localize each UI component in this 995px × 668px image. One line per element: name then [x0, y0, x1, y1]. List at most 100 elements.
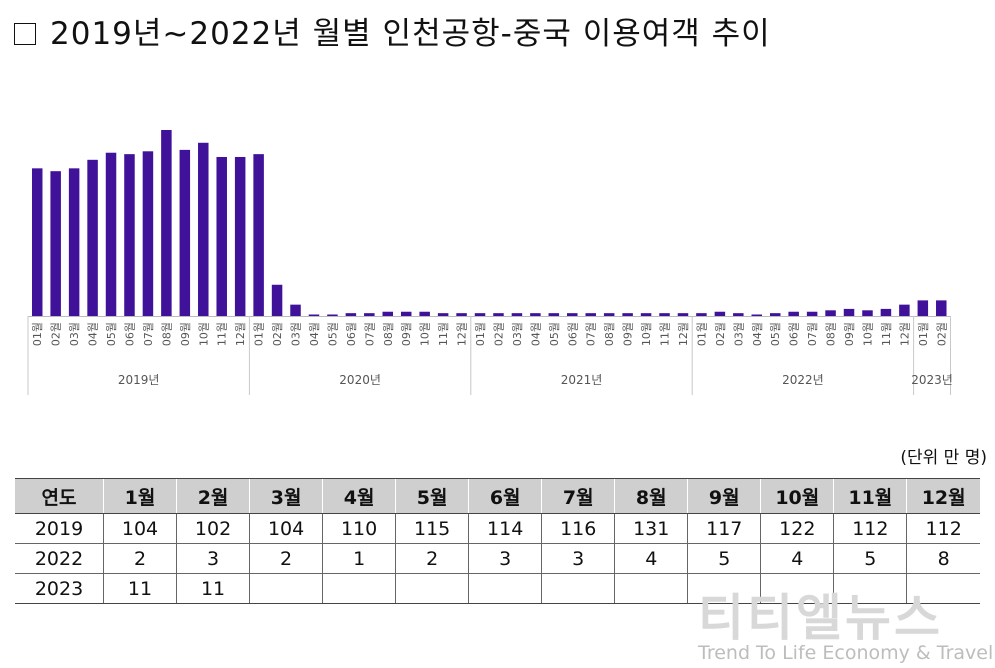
- table-cell: 2022: [15, 543, 104, 574]
- bar-2021년-06: [567, 313, 578, 316]
- table-cell: 117: [687, 513, 761, 544]
- table-cell: 104: [102, 513, 177, 544]
- bar-2022년-07: [806, 311, 818, 316]
- table-cell: 3: [176, 543, 250, 574]
- bar-2021년-08: [603, 313, 615, 316]
- checkbox-square-icon: [14, 23, 36, 45]
- table-cell: [760, 573, 834, 604]
- bar-2021년-05: [548, 313, 560, 316]
- group-label: 2023년: [911, 373, 953, 387]
- tick-label: 12월: [677, 322, 690, 346]
- data-table: 연도 1월 2월 3월 4월 5월 6월 7월 8월 9월 10월 11월 12월 2019 104 102…: [15, 478, 980, 604]
- table-cell: 131: [614, 513, 688, 544]
- tick-label: 10월: [861, 322, 874, 346]
- table-cell: 114: [468, 513, 542, 544]
- tick-label: 12월: [456, 322, 469, 346]
- table-cell: 116: [541, 513, 615, 544]
- tick-label: 03월: [511, 322, 524, 346]
- bar-2021년-09: [622, 313, 633, 316]
- tick-label: 07월: [806, 322, 819, 346]
- table-cell: [541, 573, 615, 604]
- bar-2020년-05: [327, 314, 338, 316]
- table-header-cell: 6월: [468, 478, 542, 514]
- table-header-cell: 2월: [176, 478, 250, 514]
- table-cell: 2023: [15, 573, 104, 604]
- table-cell: [322, 573, 396, 604]
- table-cell: 5: [687, 543, 761, 574]
- tick-label: 02월: [935, 322, 948, 346]
- tick-label: 08월: [825, 322, 838, 346]
- bar-2020년-01: [253, 154, 264, 316]
- tick-label: 01월: [31, 322, 44, 346]
- bar-2019년-10: [198, 142, 209, 316]
- tick-label: 02월: [714, 322, 727, 346]
- bar-2022년-10: [862, 310, 873, 316]
- bar-2020년-02: [271, 284, 283, 316]
- table-cell: [468, 573, 542, 604]
- tick-label: 09월: [179, 322, 192, 346]
- tick-label: 04월: [529, 322, 542, 346]
- bar-2019년-02: [50, 171, 61, 316]
- table-header-cell: 9월: [687, 478, 761, 514]
- table-cell: [614, 573, 688, 604]
- table-header-cell: 10월: [760, 478, 834, 514]
- bar-2023년-02: [936, 300, 947, 316]
- bar-2020년-04: [308, 314, 320, 316]
- tick-label: 09월: [400, 322, 413, 346]
- bar-2022년-02: [714, 311, 726, 316]
- table-cell: [249, 573, 323, 604]
- table-cell: 3: [468, 543, 542, 574]
- bar-2020년-09: [400, 311, 412, 316]
- tick-label: 05월: [326, 322, 339, 346]
- bar-2022년-03: [733, 313, 744, 316]
- table-cell: 1: [322, 543, 396, 574]
- bar-2020년-12: [456, 313, 467, 316]
- bar-2022년-12: [899, 304, 910, 316]
- bar-2019년-05: [105, 152, 117, 316]
- tick-label: 04월: [308, 322, 321, 346]
- bar-2019년-11: [216, 156, 227, 316]
- bar-2021년-11: [659, 313, 670, 316]
- table-cell: 2019: [15, 513, 104, 544]
- bar-2020년-10: [419, 311, 430, 316]
- table-header-cell: 3월: [249, 478, 323, 514]
- bar-2021년-03: [511, 313, 523, 316]
- tick-label: 08월: [382, 322, 395, 346]
- tick-label: 10월: [419, 322, 432, 346]
- bar-2019년-12: [234, 156, 246, 316]
- tick-label: 09월: [622, 322, 635, 346]
- bar-2020년-11: [437, 313, 449, 316]
- table-row: 2019 104 102 104 110 115 114 116 131 117 122 112 112: [15, 513, 980, 544]
- table-header-cell: 7월: [541, 478, 615, 514]
- table-cell: 11: [176, 573, 250, 604]
- chart-title: 2019년~2022년 월별 인천공항-중국 이용여객 추이: [14, 8, 771, 53]
- title-text: 2019년~2022년 월별 인천공항-중국 이용여객 추이: [50, 16, 771, 52]
- bar-2021년-10: [640, 313, 652, 316]
- table-header-cell: 12월: [906, 478, 980, 514]
- table-row: 2023 11 11: [15, 573, 980, 604]
- bar-2020년-06: [345, 313, 357, 316]
- tick-label: 02월: [50, 322, 63, 346]
- group-label: 2022년: [782, 373, 824, 387]
- bar-2021년-12: [677, 313, 689, 316]
- tick-label: 08월: [160, 322, 173, 346]
- bar-2020년-08: [382, 311, 394, 316]
- table-cell: 104: [249, 513, 323, 544]
- watermark: 티티엘뉴스 Trend To Life Economy & Travel: [694, 578, 995, 668]
- table-cell: 112: [906, 513, 980, 544]
- bar-2019년-06: [124, 154, 135, 316]
- tick-label: 01월: [695, 322, 708, 346]
- bar-2022년-01: [696, 313, 707, 316]
- tick-label: 09월: [843, 322, 856, 346]
- bar-2019년-07: [142, 151, 154, 316]
- bar-2022년-05: [769, 313, 781, 316]
- table-cell: [833, 573, 907, 604]
- table-cell: 102: [176, 513, 250, 544]
- tick-label: 05월: [769, 322, 782, 346]
- tick-label: 01월: [253, 322, 266, 346]
- tick-label: 07월: [585, 322, 598, 346]
- bar-2021년-01: [474, 313, 486, 316]
- tick-label: 01월: [474, 322, 487, 346]
- tick-label: 08월: [603, 322, 616, 346]
- table-header-cell: 1월: [102, 478, 177, 514]
